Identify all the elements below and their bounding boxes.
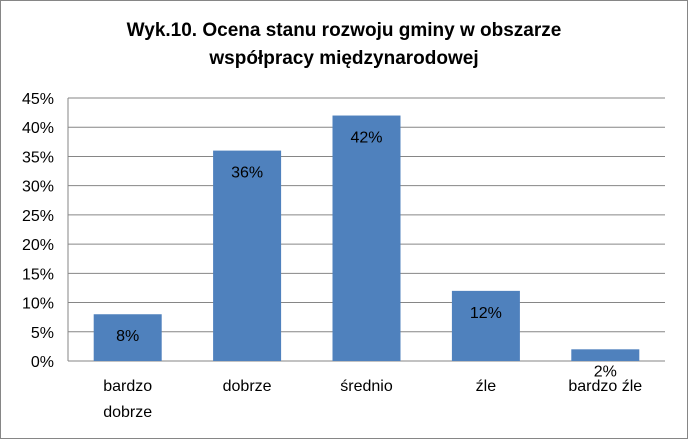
y-tick-label: 5% xyxy=(31,325,54,342)
bar xyxy=(93,314,162,361)
chart-title-line-1: Wyk.10. Ocena stanu rozwoju gminy w obsz… xyxy=(126,20,562,41)
data-label: 2% xyxy=(594,363,617,380)
y-tick-label: 20% xyxy=(22,237,54,254)
x-tick-label: bardzo dobrze xyxy=(103,378,152,421)
x-tick-label: bardzo źle xyxy=(568,378,642,395)
y-tick-label: 45% xyxy=(22,91,54,108)
y-tick-label: 40% xyxy=(22,120,54,137)
bar xyxy=(451,290,520,361)
data-label: 42% xyxy=(350,130,382,147)
chart-title: Wyk.10. Ocena stanu rozwoju gminy w obsz… xyxy=(1,17,687,73)
y-tick-label: 35% xyxy=(22,149,54,166)
bar xyxy=(571,349,640,361)
data-label: 8% xyxy=(116,328,139,345)
y-tick-label: 0% xyxy=(31,354,54,371)
x-tick-label: źle xyxy=(476,378,497,395)
chart-title-line-2: współpracy międzynarodowej xyxy=(209,48,479,69)
data-label: 12% xyxy=(470,305,502,322)
bar xyxy=(332,115,401,362)
x-tick-label: dobrze xyxy=(223,378,272,395)
y-tick-label: 25% xyxy=(22,208,54,225)
bar xyxy=(213,150,282,361)
data-label: 36% xyxy=(231,165,263,182)
y-tick-label: 10% xyxy=(22,296,54,313)
y-tick-label: 30% xyxy=(22,179,54,196)
y-tick-label: 15% xyxy=(22,266,54,283)
x-tick-label: średnio xyxy=(340,378,393,395)
